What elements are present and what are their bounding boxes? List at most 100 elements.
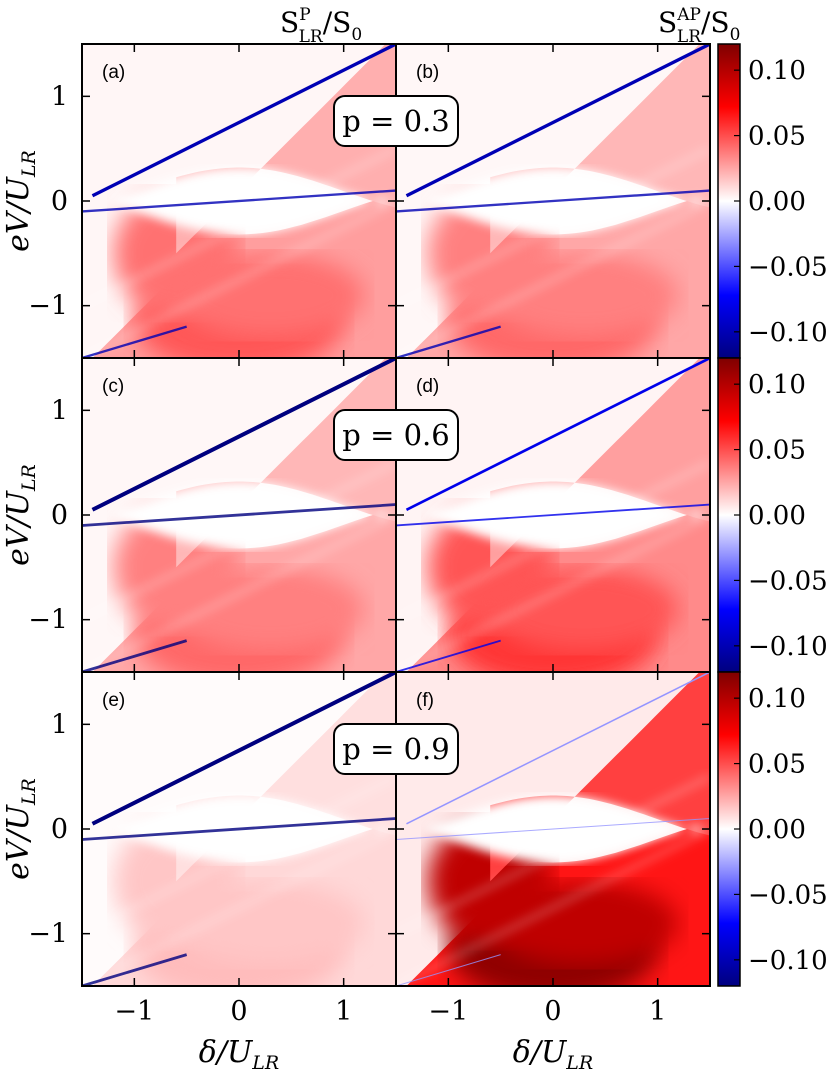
y-tick-label: 1 — [51, 81, 68, 112]
heatmap-resonance-line — [405, 44, 710, 198]
y-tick-label: −1 — [28, 605, 68, 636]
x-tick-label: 0 — [230, 996, 247, 1027]
colorbars: 0.10 0.05 0.00 −0.05 −0.10 0.10 0.05 0.00 −0.05 −… — [717, 43, 828, 987]
x-axis-label: δ/ULR — [199, 1035, 279, 1071]
y-tick-label: 0 — [51, 500, 68, 531]
heatmap-zero-lens — [427, 795, 700, 863]
heatmap-resonance-line — [91, 358, 396, 512]
panel-tag: (e) — [102, 690, 125, 711]
y-tick-label: 0 — [51, 186, 68, 217]
panel-b: (b) — [395, 43, 711, 359]
colorbar-tick-label: 0.00 — [748, 815, 806, 845]
heatmap-intensity-blob — [176, 881, 365, 966]
panel-a: (a) 1 0 −1 — [28, 43, 397, 359]
heatmap-upper-wedge — [490, 358, 710, 568]
p-labels: p = 0.3 p = 0.6 p = 0.9 — [333, 95, 459, 775]
x-tick-label: 1 — [335, 996, 352, 1027]
heatmap-band-line — [82, 145, 396, 309]
p-label: p = 0.6 — [342, 418, 449, 452]
p-label-box: p = 0.3 — [333, 95, 459, 147]
heatmap-band-line — [396, 198, 710, 358]
heatmap-intensity-blob — [490, 567, 679, 652]
heatmap-resonance-line — [396, 325, 502, 358]
heatmap-band-line — [396, 826, 710, 986]
colorbar-tick-label: −0.05 — [748, 566, 828, 596]
x-tick-label: 1 — [649, 996, 666, 1027]
heatmap-resonance-line — [82, 639, 188, 672]
x-axis: −1 0 1 δ/ULR −1 0 1 δ/ULR — [114, 996, 666, 1071]
colorbar-tick-label: 0.05 — [748, 750, 806, 780]
y-tick-label: −1 — [28, 291, 68, 322]
heatmap-resonance-line — [82, 953, 188, 986]
p-label: p = 0.9 — [342, 732, 449, 766]
heatmap-band-line — [82, 773, 396, 937]
heatmap-resonance-line — [82, 325, 188, 358]
heatmap-resonance-line — [406, 672, 710, 825]
heatmap-band-line — [82, 826, 396, 986]
heatmap-band-line — [82, 512, 396, 672]
p-label-box: p = 0.9 — [333, 723, 459, 775]
heatmap-band-line — [396, 459, 710, 623]
y-tick-label: 0 — [51, 814, 68, 845]
panel-tag: (b) — [416, 62, 439, 83]
panel-f: (f) — [395, 671, 711, 987]
heatmap-resonance-line — [396, 189, 710, 213]
heatmap-upper-wedge — [490, 672, 710, 882]
colorbar: 0.10 0.05 0.00 −0.05 −0.10 — [717, 357, 828, 673]
heatmap-resonance-line — [396, 954, 501, 986]
column-title-p: SP LR/S0 — [280, 5, 362, 47]
heatmap-band-line — [396, 512, 710, 672]
heatmap-intensity-blob — [176, 567, 365, 652]
y-axis-label: eV/ULR — [1, 778, 40, 880]
heatmap-band-line — [82, 198, 396, 358]
y-axis-label: eV/ULR — [1, 464, 40, 566]
heatmap-intensity-blob — [490, 881, 679, 966]
p-label: p = 0.3 — [342, 104, 449, 138]
colorbar-tick-label: 0.10 — [748, 56, 806, 86]
heatmap-intensity-blob — [490, 253, 679, 338]
colorbar-tick-label: 0.10 — [748, 684, 806, 714]
heatmap-resonance-line — [396, 639, 501, 672]
x-tick-label: −1 — [428, 996, 468, 1027]
colorbar: 0.10 0.05 0.00 −0.05 −0.10 — [717, 43, 828, 359]
heatmap-band-line — [82, 459, 396, 623]
colorbar-tick-label: 0.00 — [748, 187, 806, 217]
colorbar-tick-label: 0.05 — [748, 122, 806, 152]
panel-tag: (f) — [416, 690, 434, 711]
heatmap-panels: (a) 1 0 −1 (b) (c) 1 0 −1 (d) (e) 1 0 −1 (f) — [28, 43, 711, 987]
panel-e: (e) 1 0 −1 — [28, 671, 397, 987]
x-tick-label: 0 — [544, 996, 561, 1027]
y-tick-label: −1 — [28, 919, 68, 950]
panel-tag: (a) — [102, 62, 125, 83]
heatmap-intensity-blob — [176, 253, 365, 338]
column-title-ap: SAP LR/S0 — [658, 5, 740, 47]
heatmap-resonance-line — [82, 503, 396, 527]
heatmap-resonance-line — [82, 189, 396, 213]
y-axis-label: eV/ULR — [1, 150, 40, 252]
y-tick-label: 1 — [51, 709, 68, 740]
colorbar-tick-label: −0.10 — [748, 318, 828, 348]
heatmap-resonance-line — [91, 672, 396, 826]
y-tick-label: 1 — [51, 395, 68, 426]
colorbar-tick-label: −0.10 — [748, 632, 828, 662]
colorbar-tick-label: −0.10 — [748, 946, 828, 976]
p-label-box: p = 0.6 — [333, 409, 459, 461]
colorbar-tick-label: 0.00 — [748, 501, 806, 531]
heatmap-resonance-line — [396, 818, 710, 840]
panel-tag: (c) — [102, 376, 124, 397]
panel-tag: (d) — [416, 376, 439, 397]
x-axis-label: δ/ULR — [513, 1035, 593, 1071]
x-tick-label: −1 — [114, 996, 154, 1027]
heatmap-upper-wedge — [490, 44, 710, 254]
heatmap-resonance-line — [405, 358, 710, 511]
heatmap-resonance-line — [396, 503, 710, 527]
colorbar-tick-label: −0.05 — [748, 252, 828, 282]
heatmap-resonance-line — [91, 44, 396, 198]
colorbar-tick-label: 0.10 — [748, 370, 806, 400]
panel-d: (d) — [395, 357, 711, 673]
y-axis-labels: eV/ULR eV/ULR eV/ULR — [1, 150, 40, 880]
heatmap-resonance-line — [82, 817, 396, 841]
